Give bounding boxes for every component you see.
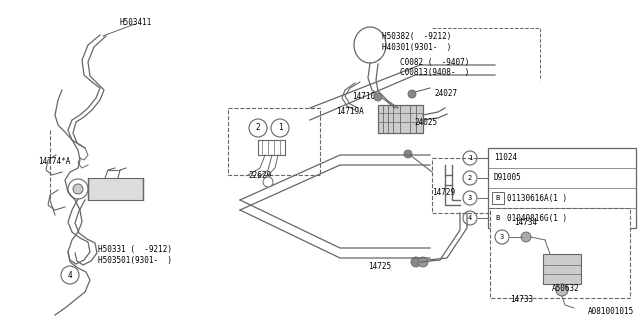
Text: 14734: 14734 xyxy=(514,218,537,227)
Bar xyxy=(488,148,636,228)
Text: A50632: A50632 xyxy=(552,284,580,293)
Bar xyxy=(490,208,630,298)
Circle shape xyxy=(418,257,428,267)
Bar xyxy=(492,192,504,204)
Text: 4: 4 xyxy=(68,270,72,279)
Bar xyxy=(492,212,504,224)
Text: H50382(  -9212): H50382( -9212) xyxy=(382,32,451,41)
Text: H503501(9301-  ): H503501(9301- ) xyxy=(98,256,172,265)
Text: B: B xyxy=(496,195,500,201)
Text: 14733: 14733 xyxy=(510,295,533,304)
Bar xyxy=(228,108,320,175)
Text: 14725: 14725 xyxy=(368,262,391,271)
Circle shape xyxy=(73,184,83,194)
Text: H40301(9301-  ): H40301(9301- ) xyxy=(382,43,451,52)
Circle shape xyxy=(556,284,568,296)
Circle shape xyxy=(263,177,273,187)
Text: 14774*A: 14774*A xyxy=(38,157,70,166)
Text: H50331 (  -9212): H50331 ( -9212) xyxy=(98,245,172,254)
Text: 1: 1 xyxy=(278,124,282,132)
Text: C0082 (  -9407): C0082 ( -9407) xyxy=(400,58,469,67)
Text: 1: 1 xyxy=(468,155,472,161)
Text: C00813(9408-  ): C00813(9408- ) xyxy=(400,68,469,77)
Text: 01040816G(1 ): 01040816G(1 ) xyxy=(507,213,567,222)
Text: 14710: 14710 xyxy=(352,92,375,101)
Circle shape xyxy=(374,93,382,101)
Circle shape xyxy=(404,150,412,158)
Text: 3: 3 xyxy=(500,234,504,240)
Circle shape xyxy=(521,232,531,242)
Text: 14719A: 14719A xyxy=(336,107,364,116)
Text: 01130616A(1 ): 01130616A(1 ) xyxy=(507,194,567,203)
Text: H503411: H503411 xyxy=(120,18,152,27)
Text: A081001015: A081001015 xyxy=(588,307,634,316)
Bar xyxy=(88,178,143,200)
Text: 24025: 24025 xyxy=(414,118,437,127)
Text: 24027: 24027 xyxy=(434,89,457,98)
Bar xyxy=(378,105,423,133)
Circle shape xyxy=(68,179,88,199)
Circle shape xyxy=(411,257,421,267)
Text: D91005: D91005 xyxy=(494,173,522,182)
Bar xyxy=(543,254,581,284)
Text: B: B xyxy=(496,215,500,221)
Text: 2: 2 xyxy=(468,175,472,181)
Text: 11024: 11024 xyxy=(494,154,517,163)
Text: 3: 3 xyxy=(468,195,472,201)
Text: 14729: 14729 xyxy=(432,188,455,197)
Text: 2: 2 xyxy=(256,124,260,132)
Text: 4: 4 xyxy=(468,215,472,221)
Circle shape xyxy=(408,90,416,98)
Text: 22629: 22629 xyxy=(248,171,271,180)
Bar xyxy=(432,158,492,213)
